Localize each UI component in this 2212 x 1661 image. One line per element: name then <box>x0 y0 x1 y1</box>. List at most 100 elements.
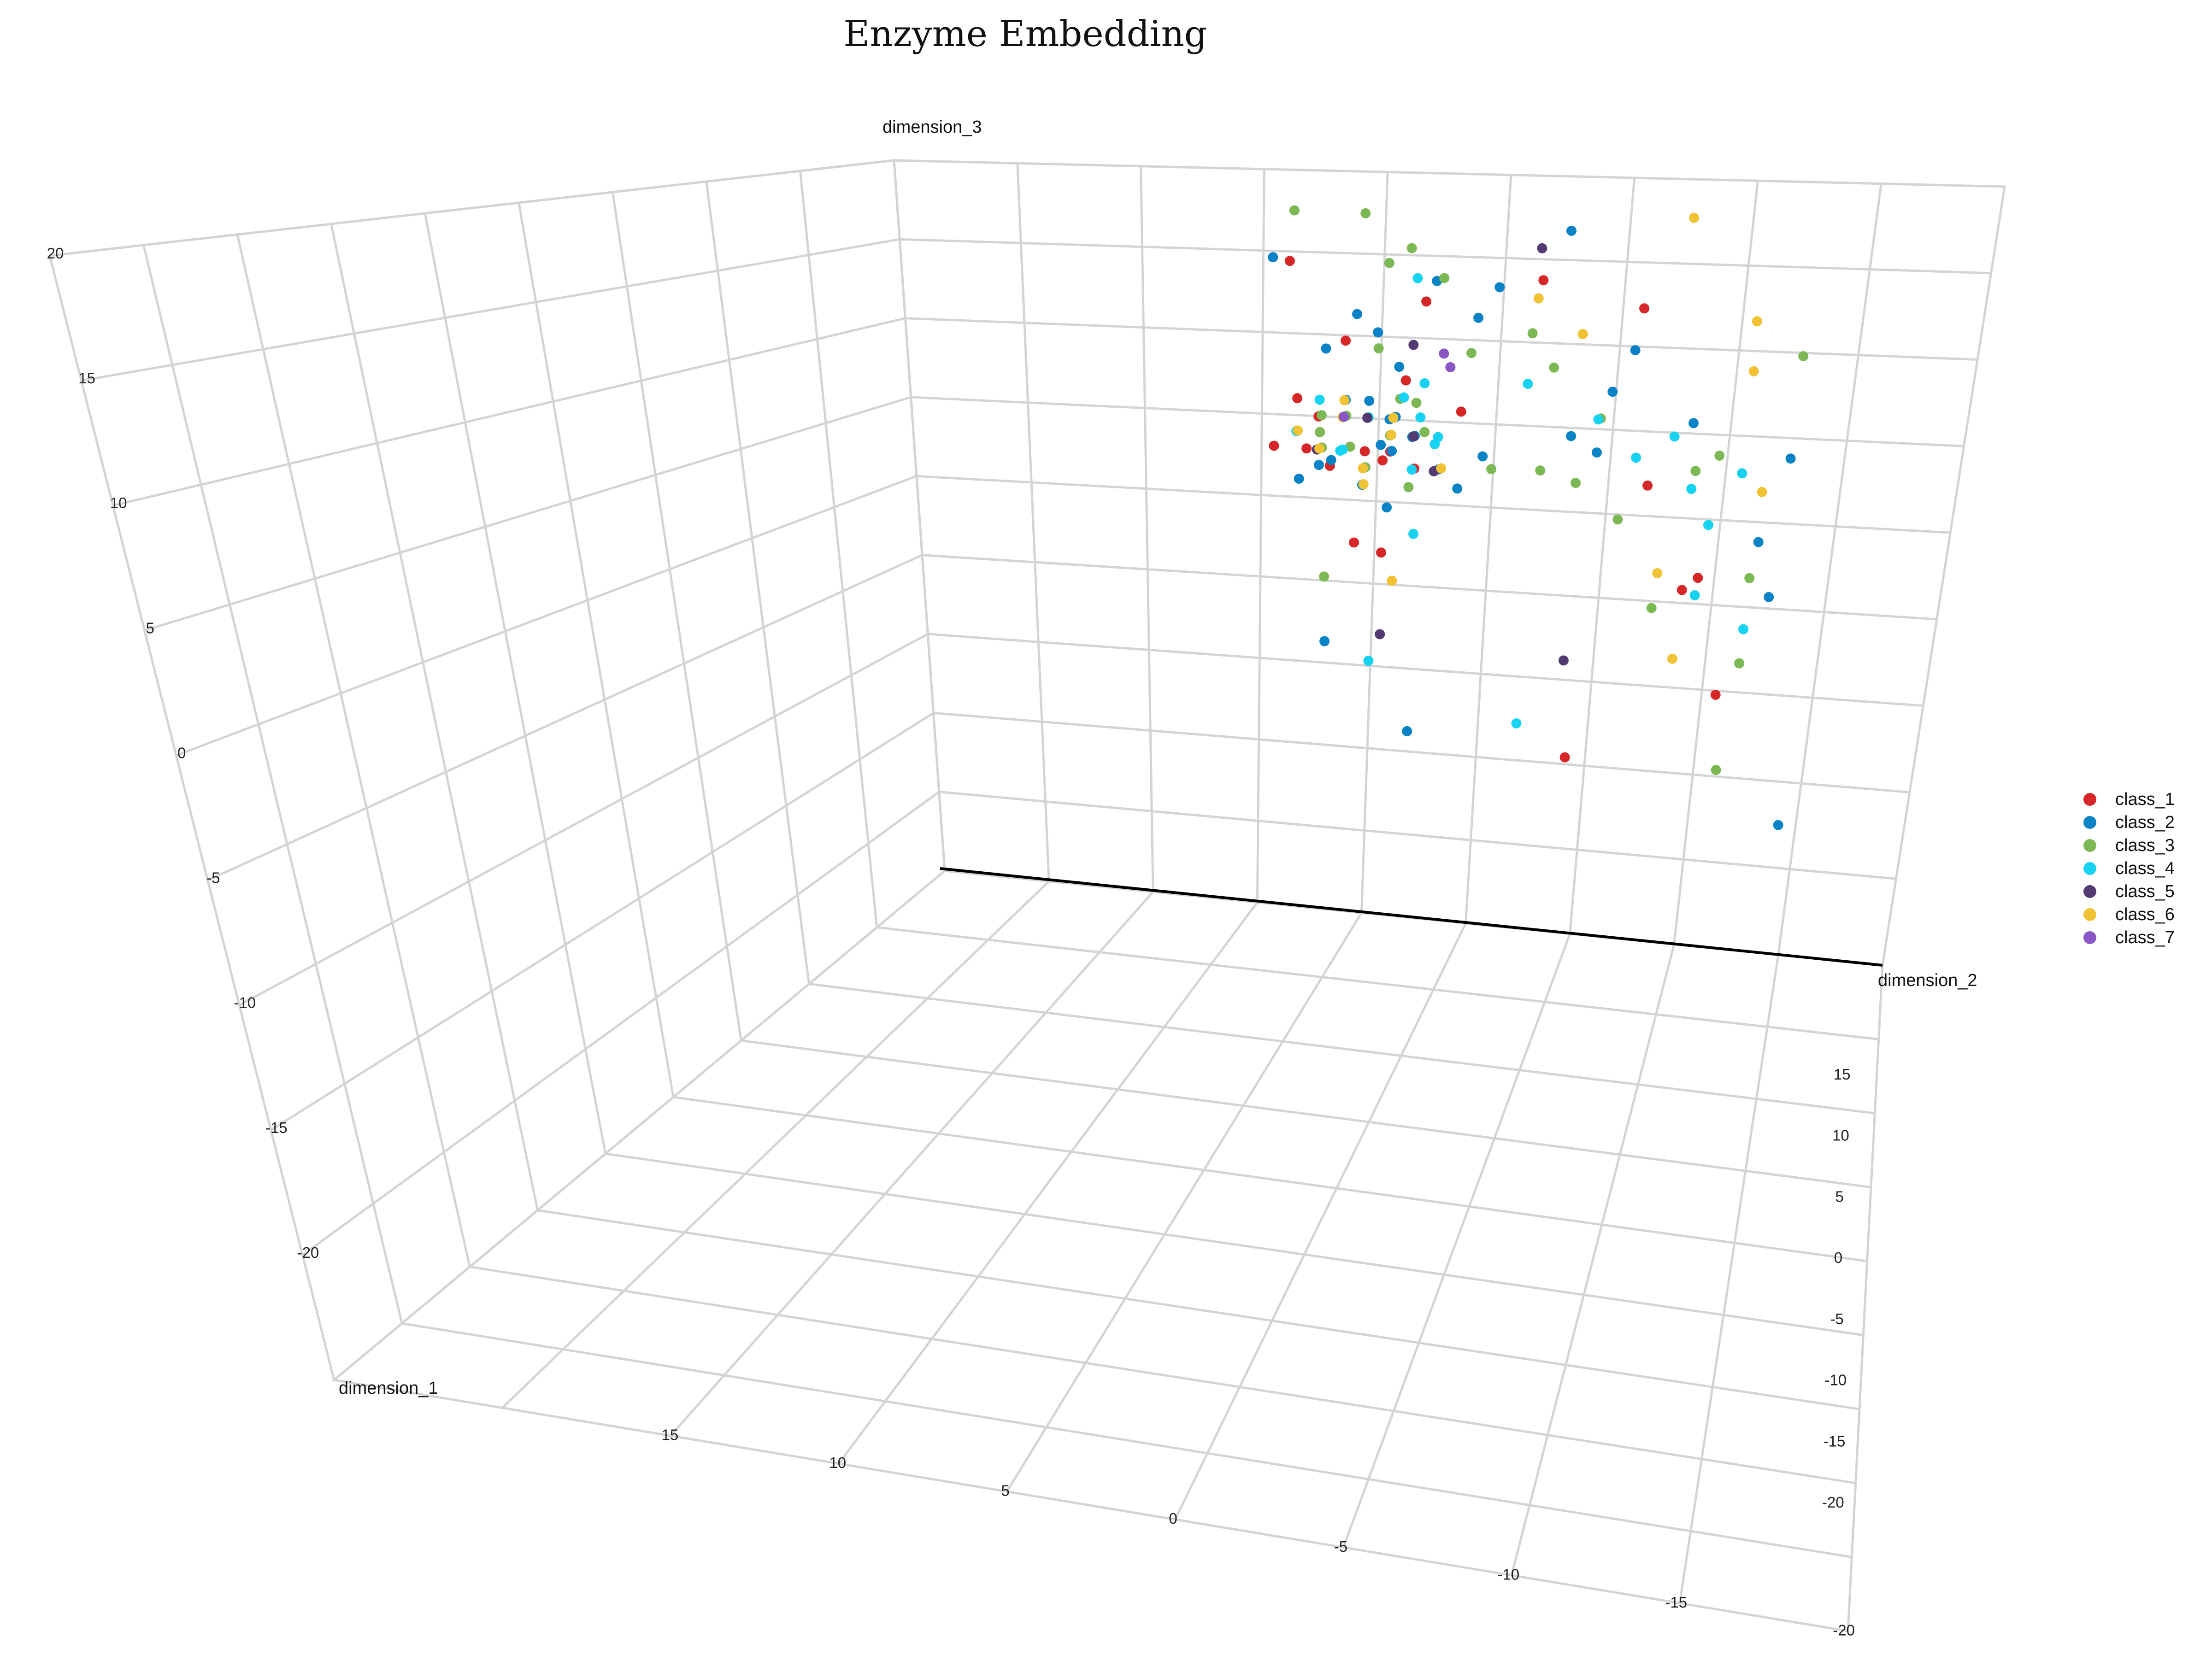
data-point-class_6[interactable] <box>1387 575 1397 586</box>
data-point-class_2[interactable] <box>1494 282 1505 293</box>
data-point-class_1[interactable] <box>1421 296 1432 307</box>
data-point-class_6[interactable] <box>1358 479 1369 489</box>
data-point-class_1[interactable] <box>1349 537 1359 548</box>
data-point-class_2[interactable] <box>1753 537 1764 547</box>
data-point-class_4[interactable] <box>1686 484 1697 494</box>
data-point-class_3[interactable] <box>1419 427 1430 437</box>
data-point-class_6[interactable] <box>1533 293 1544 304</box>
legend-item-class_5[interactable]: class_5 <box>2083 882 2175 901</box>
data-point-class_1[interactable] <box>1677 585 1687 595</box>
data-point-class_3[interactable] <box>1798 351 1809 361</box>
data-point-class_1[interactable] <box>1377 455 1388 466</box>
data-point-class_1[interactable] <box>1301 443 1312 454</box>
data-point-class_4[interactable] <box>1511 718 1522 728</box>
data-point-class_2[interactable] <box>1364 395 1375 406</box>
data-point-class_6[interactable] <box>1757 487 1767 497</box>
data-point-class_3[interactable] <box>1439 273 1450 283</box>
data-point-class_3[interactable] <box>1360 208 1371 218</box>
data-point-class_1[interactable] <box>1284 256 1295 266</box>
data-point-class_2[interactable] <box>1268 252 1278 263</box>
data-point-class_2[interactable] <box>1477 451 1488 462</box>
data-point-class_2[interactable] <box>1382 502 1392 513</box>
data-point-class_2[interactable] <box>1321 343 1331 354</box>
data-point-class_6[interactable] <box>1689 212 1699 223</box>
data-point-class_6[interactable] <box>1577 329 1588 339</box>
data-point-class_4[interactable] <box>1433 432 1443 442</box>
data-point-class_4[interactable] <box>1399 392 1409 403</box>
data-point-class_3[interactable] <box>1744 573 1755 583</box>
data-point-class_2[interactable] <box>1376 440 1386 450</box>
data-point-class_2[interactable] <box>1326 455 1336 465</box>
data-point-class_3[interactable] <box>1646 603 1657 613</box>
data-point-class_6[interactable] <box>1752 316 1762 327</box>
data-point-class_4[interactable] <box>1335 446 1346 456</box>
data-point-class_3[interactable] <box>1535 465 1546 476</box>
data-point-class_5[interactable] <box>1408 340 1419 350</box>
data-point-class_3[interactable] <box>1714 451 1725 461</box>
data-point-class_5[interactable] <box>1408 431 1419 442</box>
data-point-class_3[interactable] <box>1549 362 1559 373</box>
data-point-class_2[interactable] <box>1387 446 1397 456</box>
data-point-class_4[interactable] <box>1631 452 1641 463</box>
data-point-class_4[interactable] <box>1523 379 1533 389</box>
data-point-class_4[interactable] <box>1593 414 1604 425</box>
data-point-class_1[interactable] <box>1359 446 1370 457</box>
data-point-class_6[interactable] <box>1314 443 1324 454</box>
data-point-class_7[interactable] <box>1445 362 1456 372</box>
data-point-class_3[interactable] <box>1403 482 1414 493</box>
data-point-class_4[interactable] <box>1419 378 1430 388</box>
data-point-class_2[interactable] <box>1402 726 1412 736</box>
legend-item-class_2[interactable]: class_2 <box>2083 813 2175 832</box>
data-point-class_3[interactable] <box>1384 258 1394 268</box>
data-point-class_2[interactable] <box>1352 309 1362 319</box>
data-point-class_3[interactable] <box>1316 410 1327 421</box>
data-point-class_3[interactable] <box>1373 343 1384 354</box>
data-point-class_2[interactable] <box>1319 636 1330 646</box>
data-point-class_2[interactable] <box>1591 447 1602 458</box>
data-point-class_7[interactable] <box>1339 411 1349 422</box>
data-point-class_1[interactable] <box>1341 335 1351 346</box>
data-point-class_4[interactable] <box>1689 590 1700 601</box>
data-point-class_4[interactable] <box>1703 520 1713 530</box>
data-point-class_3[interactable] <box>1486 464 1497 475</box>
data-point-class_2[interactable] <box>1764 592 1774 602</box>
data-point-class_6[interactable] <box>1436 463 1447 474</box>
data-point-class_6[interactable] <box>1667 653 1677 664</box>
data-point-class_3[interactable] <box>1411 398 1422 408</box>
data-point-class_4[interactable] <box>1737 468 1747 479</box>
legend-item-class_7[interactable]: class_7 <box>2083 928 2175 947</box>
data-point-class_4[interactable] <box>1408 528 1418 539</box>
data-point-class_3[interactable] <box>1527 328 1538 339</box>
data-point-class_2[interactable] <box>1294 474 1304 484</box>
data-point-class_1[interactable] <box>1559 752 1570 763</box>
data-point-class_1[interactable] <box>1693 573 1703 583</box>
data-point-class_2[interactable] <box>1785 453 1796 464</box>
data-point-class_4[interactable] <box>1363 656 1374 666</box>
data-point-class_5[interactable] <box>1362 412 1373 423</box>
data-point-class_3[interactable] <box>1289 205 1300 216</box>
data-point-class_2[interactable] <box>1566 225 1577 236</box>
data-point-class_3[interactable] <box>1690 466 1701 476</box>
data-point-class_2[interactable] <box>1452 483 1463 494</box>
data-point-class_1[interactable] <box>1639 303 1650 314</box>
data-point-class_3[interactable] <box>1734 658 1745 669</box>
data-point-class_7[interactable] <box>1439 348 1449 359</box>
data-point-class_5[interactable] <box>1375 629 1385 640</box>
legend-item-class_3[interactable]: class_3 <box>2083 836 2175 855</box>
data-point-class_3[interactable] <box>1612 514 1623 525</box>
data-point-class_2[interactable] <box>1394 362 1405 372</box>
data-point-class_3[interactable] <box>1315 427 1325 437</box>
data-point-class_1[interactable] <box>1456 406 1466 417</box>
data-point-class_1[interactable] <box>1400 375 1411 386</box>
data-point-class_2[interactable] <box>1607 387 1618 397</box>
data-point-class_5[interactable] <box>1558 655 1569 666</box>
data-point-class_6[interactable] <box>1339 395 1350 405</box>
data-point-class_3[interactable] <box>1711 765 1721 775</box>
data-point-class_2[interactable] <box>1688 418 1699 428</box>
data-point-class_1[interactable] <box>1376 547 1386 558</box>
data-point-class_1[interactable] <box>1710 690 1721 700</box>
data-point-class_2[interactable] <box>1630 345 1641 356</box>
data-point-class_3[interactable] <box>1466 348 1477 358</box>
data-point-class_2[interactable] <box>1314 460 1324 470</box>
data-point-class_4[interactable] <box>1738 624 1748 634</box>
